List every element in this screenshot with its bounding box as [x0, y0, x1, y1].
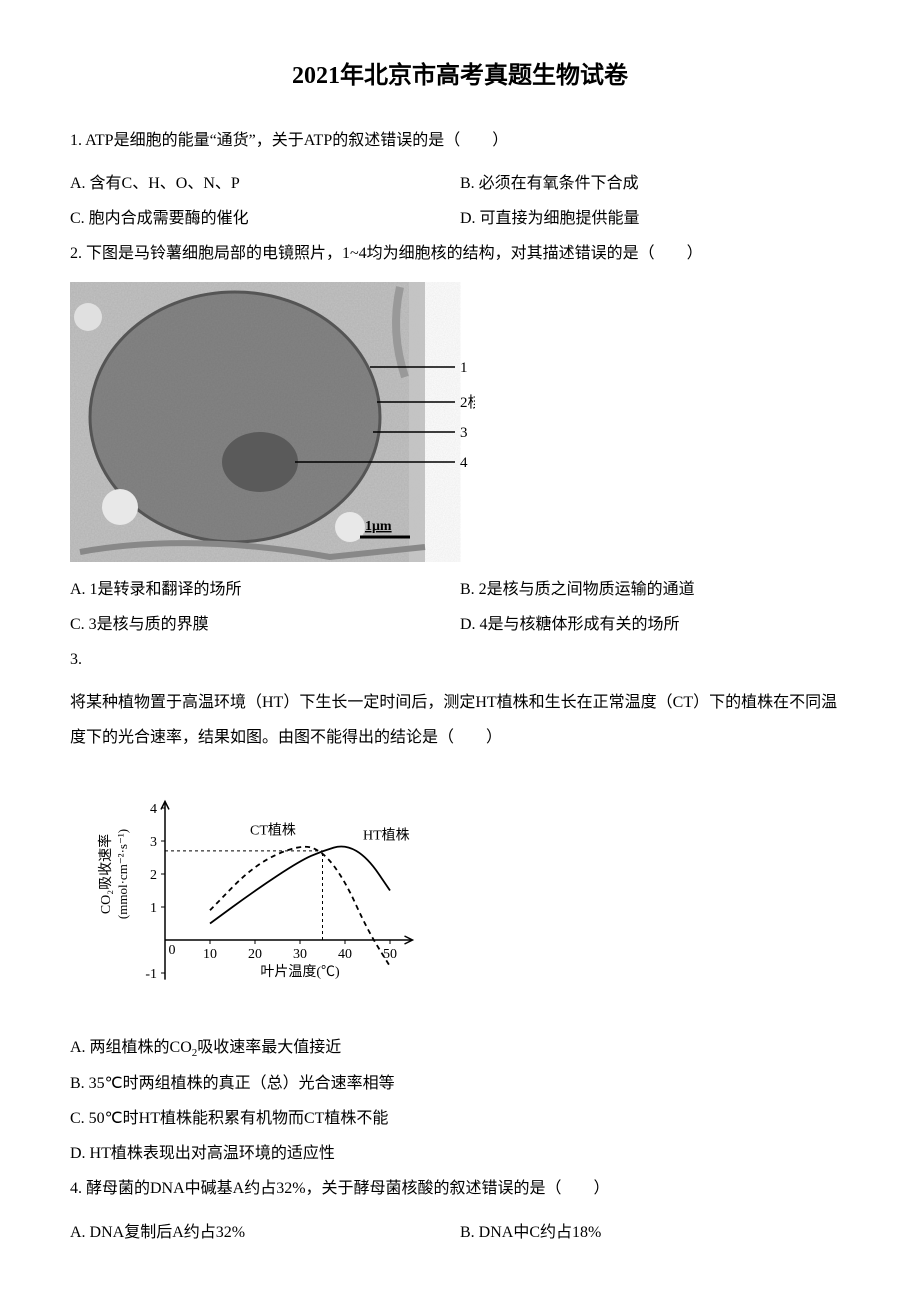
svg-text:30: 30	[293, 947, 307, 962]
q3-optA: A. 两组植株的CO2吸收速率最大值接近	[70, 1030, 850, 1065]
exam-title: 2021年北京市高考真题生物试卷	[70, 50, 850, 103]
svg-text:50: 50	[383, 947, 397, 962]
svg-text:HT植株: HT植株	[363, 828, 410, 844]
q3-chart: -1123401020304050CT植株HT植株叶片温度(℃)CO₂吸收速率(…	[70, 765, 850, 1010]
q2-scale-label: 1μm	[365, 519, 392, 534]
q3-optC: C. 50℃时HT植株能积累有机物而CT植株不能	[70, 1101, 850, 1136]
q2-optA: A. 1是转录和翻译的场所	[70, 572, 460, 607]
svg-text:4: 4	[150, 802, 157, 817]
q1-optB: B. 必须在有氧条件下合成	[460, 166, 850, 201]
q1-optA: A. 含有C、H、O、N、P	[70, 166, 460, 201]
svg-text:40: 40	[338, 947, 352, 962]
svg-text:4: 4	[460, 455, 468, 471]
q3-num: 3.	[70, 642, 850, 677]
q1-optD: D. 可直接为细胞提供能量	[460, 201, 850, 236]
svg-text:CT植株: CT植株	[250, 823, 296, 839]
svg-text:0: 0	[169, 943, 176, 958]
svg-text:CO₂吸收速率: CO₂吸收速率	[97, 834, 114, 914]
q4-optB: B. DNA中C约占18%	[460, 1215, 850, 1250]
svg-text:3: 3	[460, 425, 468, 441]
svg-text:叶片温度(℃): 叶片温度(℃)	[260, 964, 340, 980]
svg-text:2: 2	[150, 868, 157, 883]
svg-text:1: 1	[460, 360, 468, 376]
q2-optD: D. 4是与核糖体形成有关的场所	[460, 607, 850, 642]
q3-stem: 将某种植物置于高温环境（HT）下生长一定时间后，测定HT植株和生长在正常温度（C…	[70, 685, 850, 755]
q2-options: A. 1是转录和翻译的场所 B. 2是核与质之间物质运输的通道 C. 3是核与质…	[70, 572, 850, 642]
q2-image: 1 2核孔 3 4 1μm	[70, 282, 850, 562]
q4-optA: A. DNA复制后A约占32%	[70, 1215, 460, 1250]
q4-options: A. DNA复制后A约占32% B. DNA中C约占18%	[70, 1215, 850, 1250]
svg-text:-1: -1	[145, 967, 157, 982]
svg-text:20: 20	[248, 947, 262, 962]
q4-stem: 4. 酵母菌的DNA中碱基A约占32%，关于酵母菌核酸的叙述错误的是（ ）	[70, 1171, 850, 1206]
svg-text:1: 1	[150, 901, 157, 916]
svg-text:3: 3	[150, 835, 157, 850]
q2-optB: B. 2是核与质之间物质运输的通道	[460, 572, 850, 607]
q3-optD: D. HT植株表现出对高温环境的适应性	[70, 1136, 850, 1171]
q2-label-2: 2核孔	[460, 394, 475, 411]
q2-stem: 2. 下图是马铃薯细胞局部的电镜照片，1~4均为细胞核的结构，对其描述错误的是（…	[70, 236, 850, 271]
q1-stem: 1. ATP是细胞的能量“通货”，关于ATP的叙述错误的是（ ）	[70, 123, 850, 158]
q3-options: A. 两组植株的CO2吸收速率最大值接近 B. 35℃时两组植株的真正（总）光合…	[70, 1030, 850, 1171]
q1-options: A. 含有C、H、O、N、P B. 必须在有氧条件下合成 C. 胞内合成需要酶的…	[70, 166, 850, 236]
svg-text:10: 10	[203, 947, 217, 962]
q1-optC: C. 胞内合成需要酶的催化	[70, 201, 460, 236]
q3-optB: B. 35℃时两组植株的真正（总）光合速率相等	[70, 1066, 850, 1101]
svg-text:(mmol·cm⁻²·s⁻¹): (mmol·cm⁻²·s⁻¹)	[115, 829, 130, 919]
q2-optC: C. 3是核与质的界膜	[70, 607, 460, 642]
